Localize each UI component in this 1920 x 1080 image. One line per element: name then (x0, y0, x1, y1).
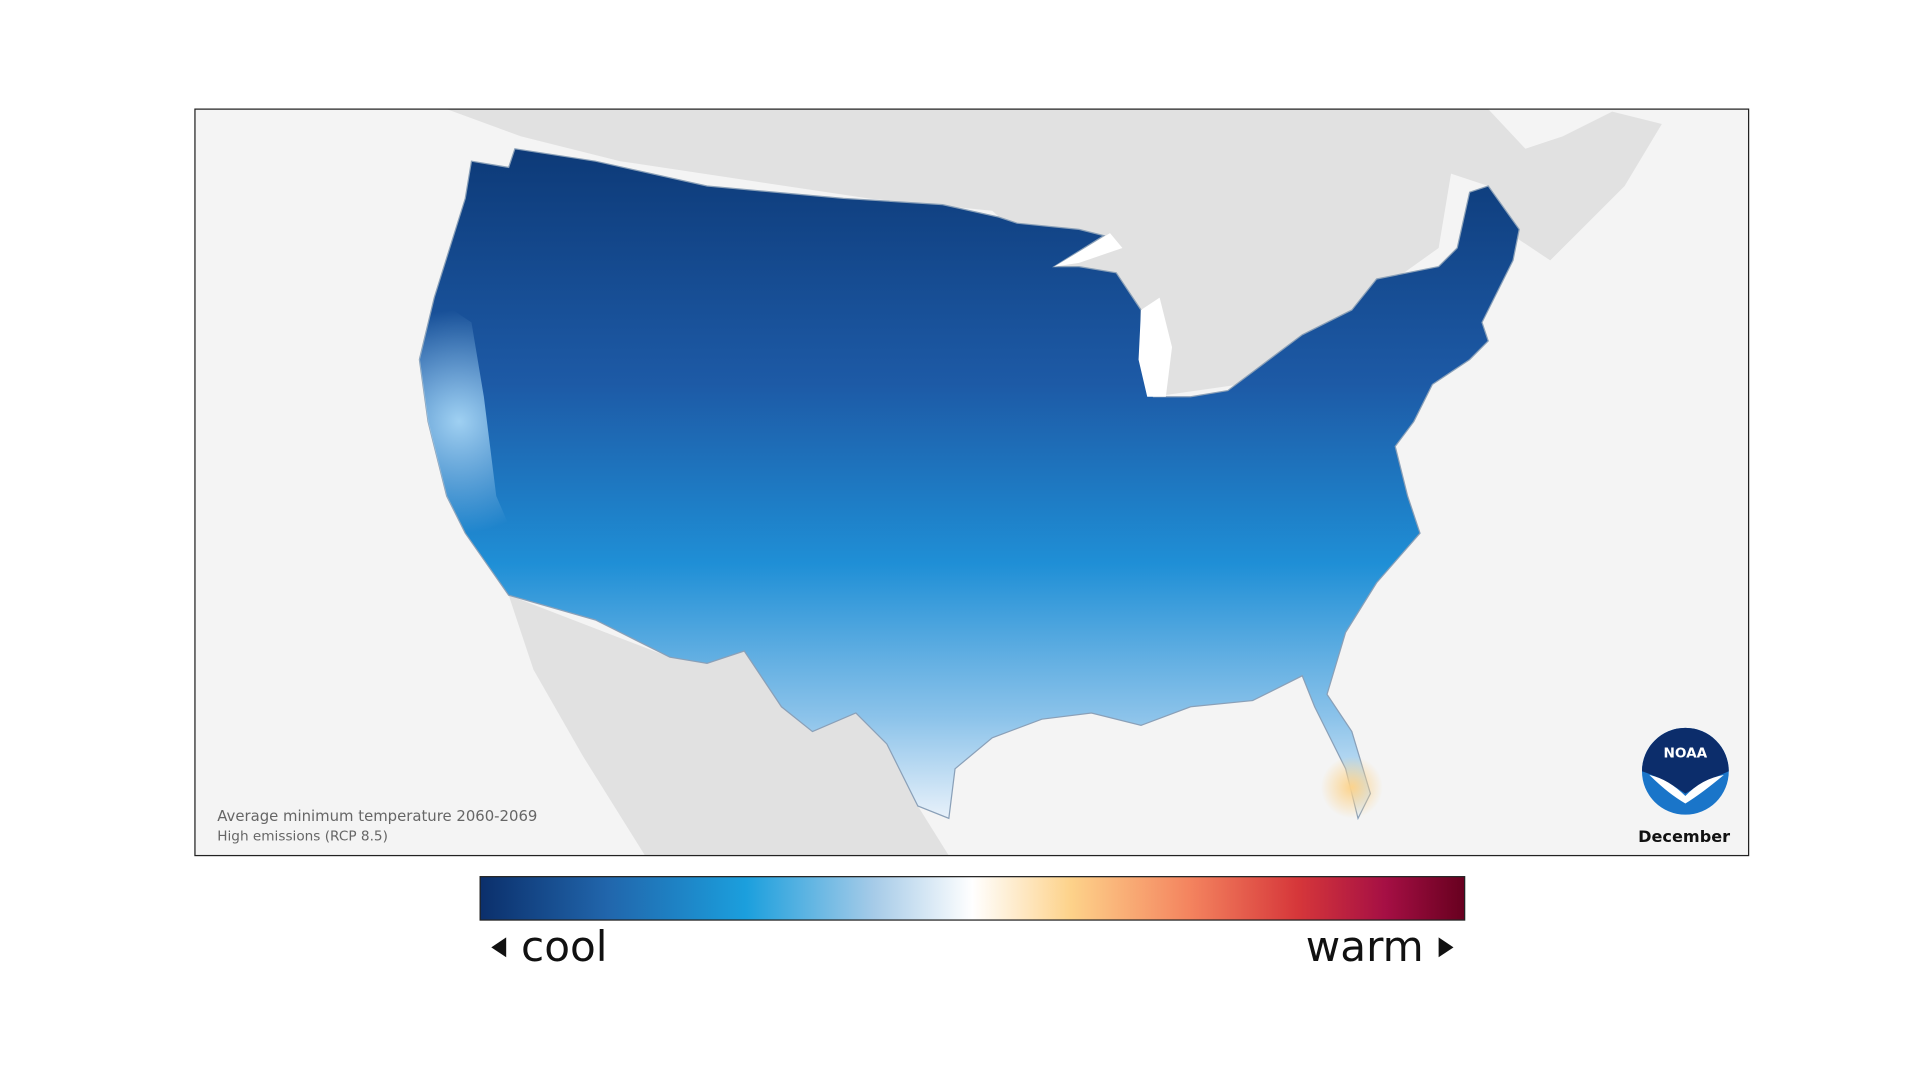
west-coast-warm (419, 297, 534, 596)
logo-text: NOAA (1664, 746, 1708, 762)
florida-warm (1320, 756, 1383, 819)
cool-arrow (491, 937, 507, 958)
month: December (1638, 827, 1730, 846)
scenario: High emissions (RCP 8.5) (217, 829, 388, 845)
colorbar (479, 876, 1466, 921)
noaa-logo: NOAA (1641, 727, 1729, 815)
legend-low: cool (521, 922, 607, 971)
contiguous-us (418, 148, 1520, 821)
map (194, 109, 1749, 856)
logo-wave (1649, 774, 1724, 804)
logo-top (1641, 727, 1729, 794)
great-lakes (1054, 233, 1173, 397)
mexico (508, 595, 949, 856)
map-frame (194, 108, 1750, 857)
caption: Average minimum temperature 2060-2069 (217, 807, 537, 825)
warm-arrow (1438, 937, 1454, 958)
legend-high: warm (1306, 922, 1424, 971)
